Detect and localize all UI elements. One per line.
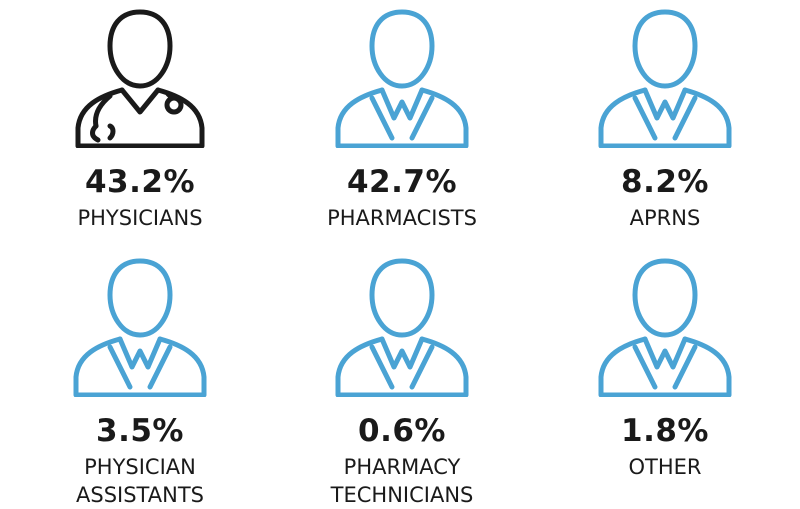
person-coat-icon (73, 258, 207, 397)
profession-card-other: 1.8% OTHER (535, 257, 795, 481)
doctor-stethoscope-icon (75, 9, 205, 148)
profession-label: PHARMACISTS (327, 206, 477, 230)
person-coat-icon (598, 258, 732, 397)
percent-value: 43.2% (84, 164, 196, 200)
profession-label: APRNS (629, 206, 701, 230)
percent-value: 8.2% (621, 164, 709, 200)
percent-value: 42.7% (346, 164, 458, 200)
person-coat-icon (598, 9, 732, 148)
profession-label: PHYSICIANS (77, 206, 203, 230)
profession-card-physician-assistants: 3.5% PHYSICIAN ASSISTANTS (10, 257, 270, 509)
person-coat-icon (335, 9, 469, 148)
profession-card-physicians: 43.2% PHYSICIANS (10, 8, 270, 232)
profession-label: OTHER (628, 455, 702, 479)
percent-value: 3.5% (96, 413, 184, 449)
profession-card-pharmacy-technicians: 0.6% PHARMACY TECHNICIANS (272, 257, 532, 509)
person-coat-icon (335, 258, 469, 397)
profession-label: PHARMACY TECHNICIANS (330, 455, 474, 507)
percent-value: 1.8% (621, 413, 709, 449)
profession-card-aprns: 8.2% APRNS (535, 8, 795, 232)
percent-value: 0.6% (358, 413, 446, 449)
profession-label: PHYSICIAN ASSISTANTS (76, 455, 204, 507)
profession-card-pharmacists: 42.7% PHARMACISTS (272, 8, 532, 232)
